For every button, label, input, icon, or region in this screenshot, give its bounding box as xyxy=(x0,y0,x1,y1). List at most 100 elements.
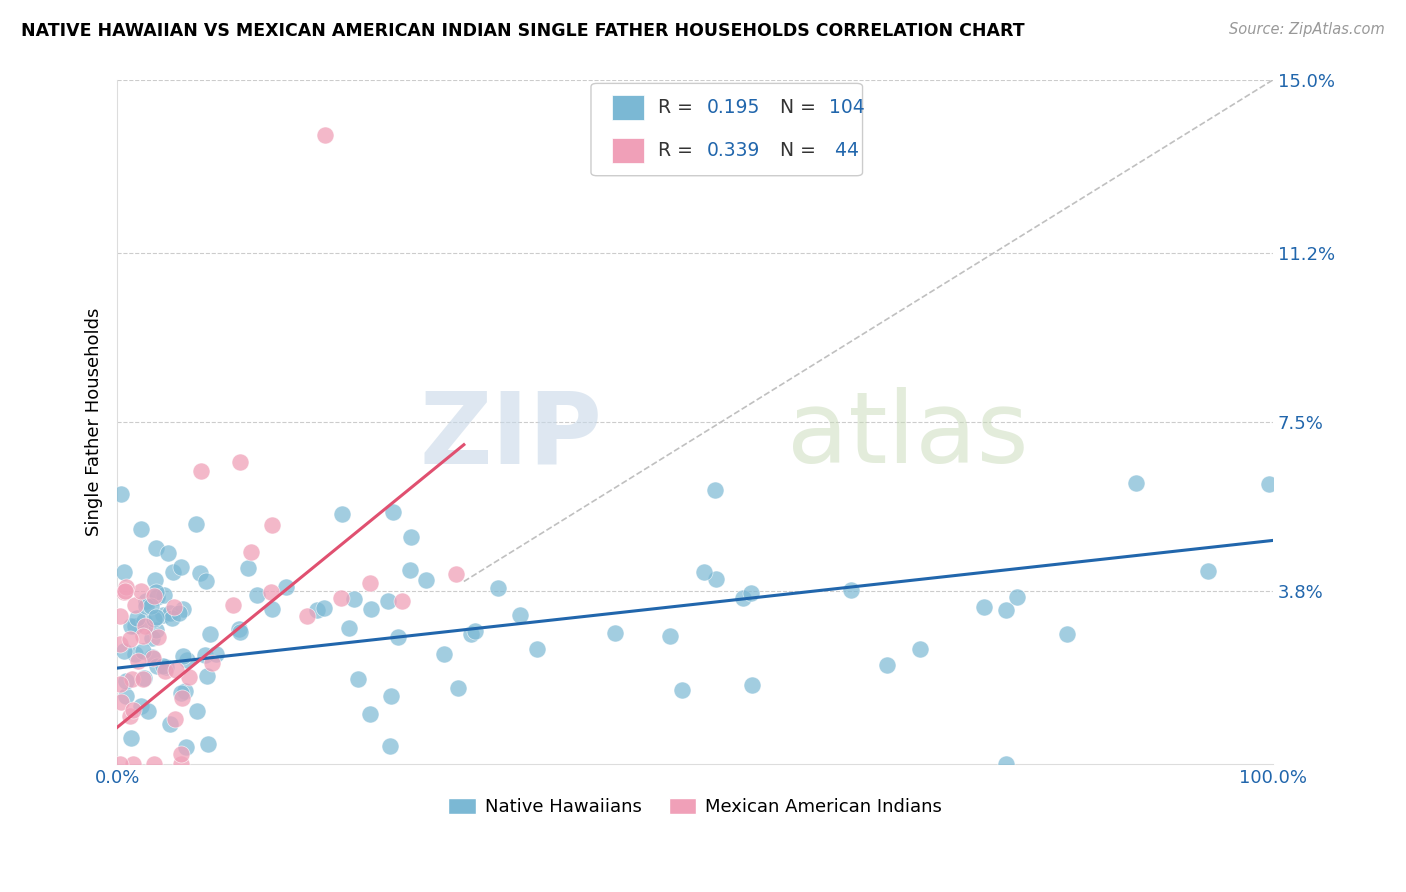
Point xyxy=(112,585,135,599)
Point xyxy=(152,608,174,623)
Point xyxy=(172,648,194,663)
Point xyxy=(177,669,200,683)
Point xyxy=(229,625,252,640)
Point xyxy=(159,606,181,620)
Point xyxy=(444,567,467,582)
Point xyxy=(129,584,152,599)
Point xyxy=(360,601,382,615)
Point xyxy=(170,686,193,700)
Point xyxy=(122,702,145,716)
Point xyxy=(121,672,143,686)
Point xyxy=(994,756,1017,771)
Point xyxy=(134,619,156,633)
Point xyxy=(876,658,898,673)
Point xyxy=(399,530,422,544)
Point xyxy=(115,580,138,594)
Point xyxy=(115,674,138,689)
Point xyxy=(136,704,159,718)
Point xyxy=(704,572,727,586)
Point xyxy=(1257,477,1279,491)
Point xyxy=(274,580,297,594)
Point xyxy=(509,607,531,622)
Point xyxy=(162,565,184,579)
Point xyxy=(110,487,132,501)
Point xyxy=(148,630,170,644)
Point xyxy=(260,584,283,599)
Point xyxy=(381,505,404,519)
Point xyxy=(132,629,155,643)
Point xyxy=(194,648,217,662)
Point xyxy=(131,672,153,686)
Point xyxy=(142,651,165,665)
Point xyxy=(143,573,166,587)
Point xyxy=(124,648,146,662)
Point xyxy=(526,642,548,657)
Text: 0.195: 0.195 xyxy=(707,98,759,117)
Point xyxy=(359,575,381,590)
Point xyxy=(124,619,146,633)
Point xyxy=(110,637,132,651)
Point xyxy=(145,623,167,637)
Point xyxy=(129,698,152,713)
Point xyxy=(114,583,136,598)
Point xyxy=(222,598,245,612)
Point xyxy=(433,648,456,662)
Point xyxy=(145,609,167,624)
Point xyxy=(108,677,131,691)
Text: R =: R = xyxy=(658,98,699,117)
Text: atlas: atlas xyxy=(787,387,1029,484)
Point xyxy=(114,690,136,704)
Point xyxy=(155,660,177,674)
Point xyxy=(1197,564,1219,578)
Point xyxy=(387,630,409,644)
Point xyxy=(994,603,1017,617)
Point xyxy=(693,565,716,579)
Point xyxy=(307,603,329,617)
Point xyxy=(378,739,401,754)
Point xyxy=(135,599,157,613)
Point xyxy=(486,581,509,595)
Point xyxy=(176,739,198,754)
Point xyxy=(703,483,725,497)
Point xyxy=(132,644,155,658)
Point xyxy=(122,756,145,771)
Point xyxy=(603,626,626,640)
Point xyxy=(973,599,995,614)
Point xyxy=(659,629,682,643)
Point xyxy=(170,691,193,706)
Text: 104: 104 xyxy=(830,98,865,117)
Point xyxy=(145,659,167,673)
Point xyxy=(120,619,142,633)
Point xyxy=(141,649,163,664)
Point xyxy=(201,656,224,670)
Point xyxy=(108,608,131,623)
Point xyxy=(740,586,762,600)
Point xyxy=(145,541,167,556)
Point xyxy=(343,591,366,606)
Point xyxy=(152,659,174,673)
Point xyxy=(153,665,176,679)
Point xyxy=(1005,590,1028,604)
Point xyxy=(195,574,218,588)
Text: 0.339: 0.339 xyxy=(707,141,759,160)
Point xyxy=(415,573,437,587)
FancyBboxPatch shape xyxy=(612,95,644,120)
Point xyxy=(129,522,152,536)
Point xyxy=(146,591,169,605)
Point xyxy=(132,671,155,685)
Text: N =: N = xyxy=(768,98,821,117)
Point xyxy=(110,756,132,771)
Point xyxy=(184,516,207,531)
Point xyxy=(198,627,221,641)
Point xyxy=(167,606,190,620)
Point xyxy=(163,599,186,614)
Point xyxy=(172,601,194,615)
Text: N =: N = xyxy=(768,141,821,160)
Point xyxy=(464,624,486,639)
Point xyxy=(153,588,176,602)
Point xyxy=(1056,626,1078,640)
Point xyxy=(839,582,862,597)
Point xyxy=(170,756,193,771)
Point xyxy=(160,611,183,625)
Point xyxy=(398,563,420,577)
